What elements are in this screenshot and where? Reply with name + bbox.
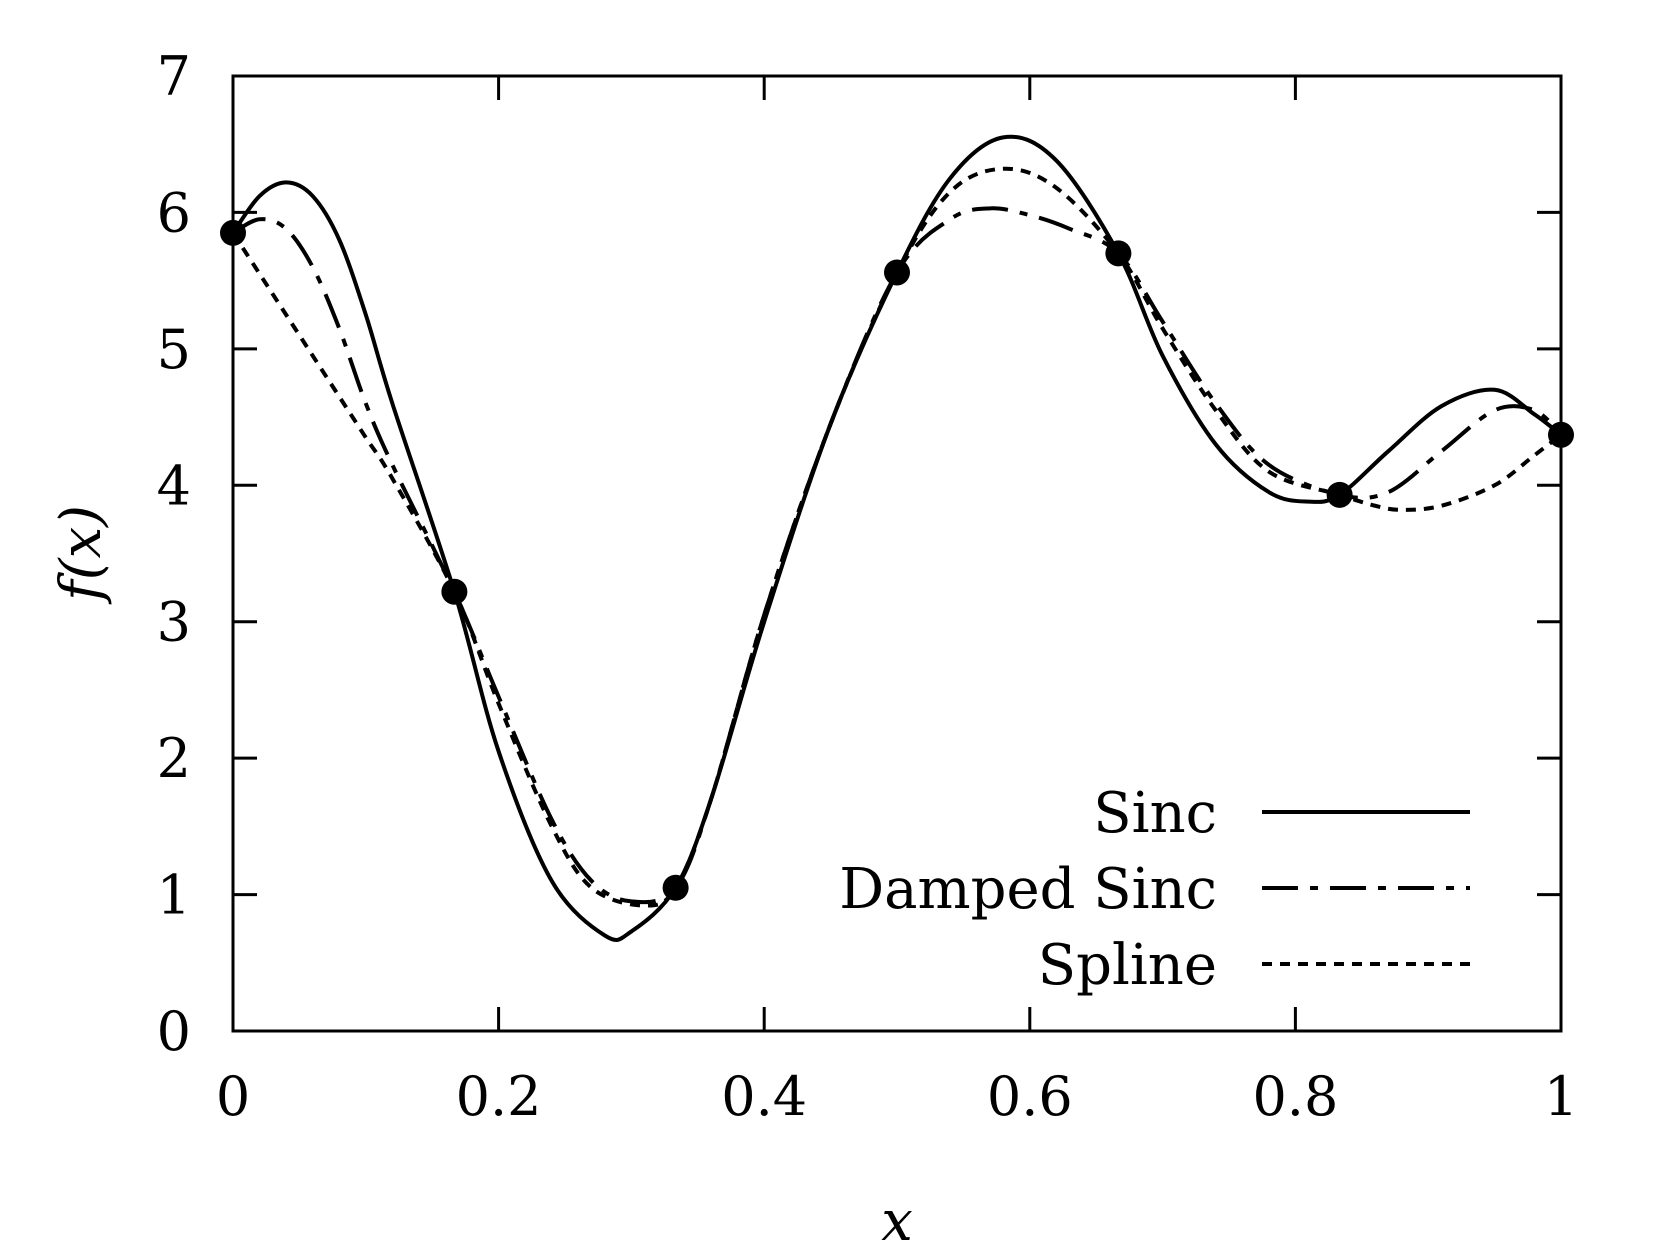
y-tick-label: 4 xyxy=(157,454,191,517)
y-tick-label: 6 xyxy=(157,181,191,244)
y-axis-title: f(x) xyxy=(49,505,114,605)
sample-point xyxy=(1326,481,1353,508)
sample-point xyxy=(884,259,910,286)
sample-point xyxy=(1105,240,1132,267)
y-tick-label: 1 xyxy=(157,864,191,927)
plot-frame xyxy=(231,74,1563,1033)
y-tick-label: 7 xyxy=(157,45,191,108)
x-tick-label: 0.2 xyxy=(456,1065,542,1128)
x-tick-label: 1 xyxy=(1544,1065,1578,1128)
x-tick-label: 0.6 xyxy=(987,1065,1073,1128)
sample-point xyxy=(1548,421,1574,448)
sample-point xyxy=(662,874,689,901)
series-line-spline xyxy=(231,166,1563,908)
legend-label-damped-sinc: Damped Sinc xyxy=(839,857,1217,922)
y-tick-label: 2 xyxy=(157,727,191,790)
sample-point xyxy=(441,578,468,605)
legend-label-spline: Spline xyxy=(1038,933,1217,998)
x-tick-label: 0.8 xyxy=(1252,1065,1338,1128)
x-tick-label: 0.4 xyxy=(721,1065,807,1128)
legend-label-sinc: Sinc xyxy=(1093,781,1217,846)
x-tick-label: 0 xyxy=(216,1065,250,1128)
sample-point xyxy=(220,219,246,246)
sample-points xyxy=(220,219,1574,901)
series-line-sinc xyxy=(231,134,1563,942)
axis-ticks xyxy=(233,76,1561,1031)
y-tick-label: 3 xyxy=(157,591,191,654)
y-tick-label: 5 xyxy=(157,318,191,381)
series-lines xyxy=(231,134,1563,942)
axis-tick-labels: 0 0.2 0.4 0.6 0.8 1 0 1 2 3 4 5 6 7 xyxy=(157,45,1579,1128)
series-line-damped-sinc xyxy=(231,206,1563,905)
y-tick-label: 0 xyxy=(157,1000,191,1063)
legend: Sinc Damped Sinc Spline xyxy=(839,781,1470,998)
x-axis-title: x xyxy=(881,1189,913,1254)
